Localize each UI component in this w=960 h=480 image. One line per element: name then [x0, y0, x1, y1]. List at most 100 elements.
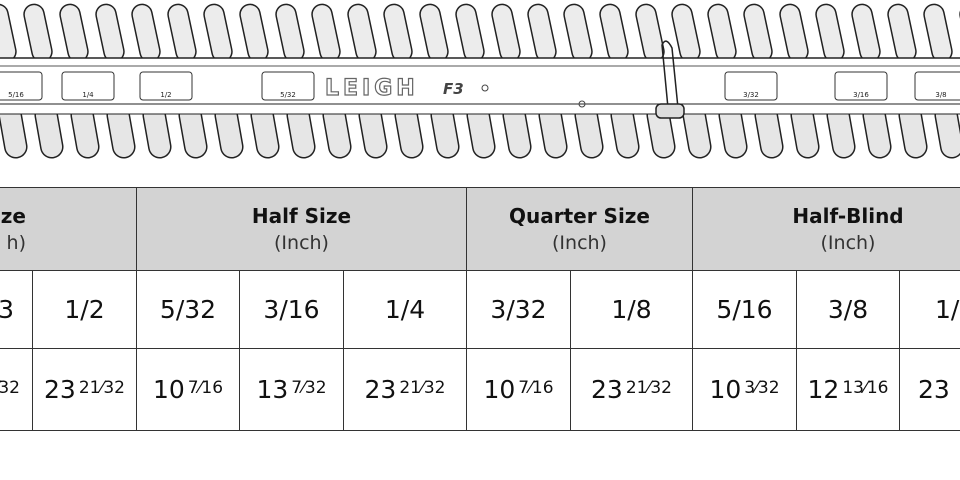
label-box: [724, 71, 778, 101]
length: 13 7⁄32: [256, 375, 326, 404]
finger: [635, 3, 665, 63]
length-whole: 23: [44, 375, 76, 404]
jig-label: 3/32: [743, 91, 759, 99]
screw: [578, 100, 586, 108]
size-cell: 3: [0, 271, 33, 349]
length-fraction: 7⁄32: [291, 378, 327, 398]
finger: [203, 3, 233, 63]
size: 1/2: [64, 295, 105, 324]
length-cell: 10 7⁄16: [467, 349, 571, 431]
length-whole: 23: [364, 375, 397, 404]
size-cell: 5/16: [693, 271, 797, 349]
group-header: Half-Blind (Inch): [693, 187, 960, 271]
finger: [95, 3, 125, 63]
length-whole: 10: [709, 375, 742, 404]
length-fraction: 3⁄32: [744, 378, 780, 398]
finger: [671, 3, 701, 63]
finger: [491, 3, 521, 63]
jig-front: [0, 103, 960, 115]
jig-label: 3/8: [935, 91, 946, 99]
length: 23 21⁄32: [365, 375, 446, 404]
finger: [131, 3, 161, 63]
length-fraction: ⁄32: [0, 377, 20, 398]
length-cell: 23 21⁄32: [344, 349, 467, 431]
group-title: ize: [0, 204, 26, 228]
size-cell: 3/8: [797, 271, 900, 349]
length: 10 3⁄32: [709, 375, 779, 404]
jig-logo: LEIGH: [325, 76, 419, 101]
length-cell: 23: [900, 349, 960, 431]
size: 3/16: [263, 295, 320, 324]
group-unit: (Inch): [274, 232, 329, 254]
group-header: Quarter Size (Inch): [467, 187, 693, 271]
length-whole: 13: [256, 375, 289, 404]
jig-label: 1/4: [82, 91, 94, 99]
finger: [167, 3, 197, 63]
jig-body: [0, 57, 960, 111]
length-cell: 10 7⁄16: [137, 349, 240, 431]
group-header: ize h): [0, 187, 137, 271]
size-cell: 3/32: [467, 271, 571, 349]
length-whole: 12: [807, 375, 840, 404]
finger: [347, 3, 377, 63]
label-box: [139, 71, 193, 101]
size-cell: 3/16: [240, 271, 344, 349]
length-cell: 12 13⁄16: [797, 349, 900, 431]
size: 5/32: [159, 295, 217, 324]
label-box: [834, 71, 888, 101]
finger: [707, 3, 737, 63]
length-fraction: 21⁄32: [399, 378, 446, 398]
label-box: [914, 71, 960, 101]
length-fraction: 7⁄16: [187, 378, 224, 398]
length-cell: 10 3⁄32: [693, 349, 797, 431]
finger: [23, 3, 53, 63]
finger: [59, 3, 89, 63]
size-cell: 1/8: [571, 271, 693, 349]
length-cell: 23 21⁄32: [33, 349, 137, 431]
length-fraction: 21⁄32: [78, 378, 125, 398]
label-box: [61, 71, 115, 101]
length: 23: [918, 375, 950, 404]
table: izeh)Half Size(Inch)Quarter Size(Inch)Ha…: [0, 187, 960, 433]
size-cell: 1/: [900, 271, 960, 349]
length: 10 7⁄16: [153, 375, 223, 404]
size: 5/16: [716, 295, 773, 324]
group-title: Quarter Size: [508, 204, 650, 228]
length-cell: ⁄32: [0, 349, 33, 431]
pin: [655, 103, 685, 119]
size: 1/4: [384, 295, 426, 324]
jig-label: 5/32: [280, 91, 296, 99]
jig-label: 1/2: [160, 91, 171, 99]
size: 1/: [935, 295, 960, 324]
finger: [275, 3, 305, 63]
length-whole: 23: [591, 375, 623, 404]
size-cell: 5/32: [137, 271, 240, 349]
length: ⁄32: [0, 378, 20, 402]
pin-wire: [661, 40, 679, 109]
finger: [923, 3, 953, 63]
finger: [239, 3, 269, 63]
length-whole: 10: [483, 375, 516, 404]
length: 23 21⁄32: [591, 375, 672, 404]
size: 3/8: [827, 295, 869, 324]
length: 10 7⁄16: [483, 375, 553, 404]
screw: [481, 84, 489, 92]
length: 23 21⁄32: [44, 375, 125, 404]
finger: [743, 3, 773, 63]
finger: [311, 3, 341, 63]
length-cell: 13 7⁄32: [240, 349, 344, 431]
size-cell: 1/2: [33, 271, 137, 349]
size: 3/32: [490, 295, 547, 324]
jig-label: 3/16: [853, 91, 869, 99]
finger: [563, 3, 593, 63]
jig-label: 5/16: [8, 91, 24, 99]
group-title: Half Size: [251, 204, 352, 228]
size: 3: [0, 295, 14, 324]
group-unit: h): [6, 232, 26, 254]
length-cell: 23 21⁄32: [571, 349, 693, 431]
group-title: Half-Blind: [792, 204, 904, 228]
length-whole: 10: [152, 375, 185, 404]
length-whole: 23: [918, 375, 950, 404]
group-header: Half Size (Inch): [137, 187, 467, 271]
